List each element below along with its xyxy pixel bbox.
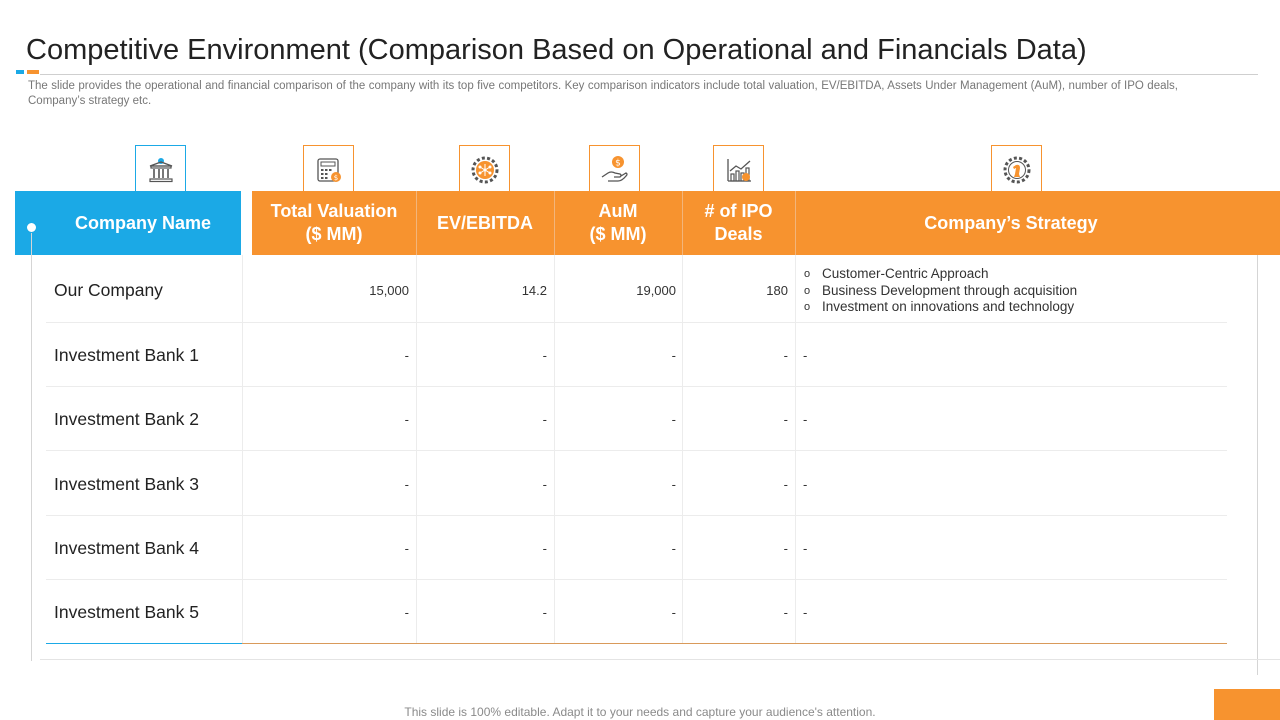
strategy-cell: -: [803, 540, 808, 556]
column-divider: [795, 255, 796, 643]
header-separator: [682, 191, 683, 255]
header-aum: AuM ($ MM): [589, 201, 647, 244]
valuation-cell: -: [404, 476, 409, 492]
valuation-cell: -: [404, 540, 409, 556]
growth-chart-icon: [713, 145, 764, 194]
aum-cell: 19,000: [636, 282, 676, 298]
ev-ebitda-cell: -: [542, 476, 547, 492]
header-company-bg: [15, 191, 241, 255]
valuation-cell: -: [404, 411, 409, 427]
slide-subtitle: The slide provides the operational and f…: [28, 80, 1178, 107]
right-guide-line: [1257, 255, 1258, 675]
bullet-icon: o: [804, 268, 811, 280]
ipo-deals-cell: -: [783, 604, 788, 620]
strategy-cell: -: [803, 604, 808, 620]
row-divider: [46, 579, 1227, 580]
strategy-item: Business Development through acquisition: [822, 282, 1078, 298]
strategy-item: Investment on innovations and technology: [822, 299, 1075, 314]
strategy-cell: -: [803, 476, 808, 492]
svg-text:$: $: [615, 158, 621, 168]
ipo-deals-cell: -: [783, 540, 788, 556]
company-name-cell: Investment Bank 3: [54, 473, 199, 494]
svg-text:$: $: [333, 174, 337, 182]
strategy-list: o Customer-Centric Approach o Business Dev…: [804, 266, 1077, 316]
company-name-cell: Our Company: [54, 279, 163, 300]
strategy-cell: -: [803, 411, 808, 427]
aum-cell: -: [671, 540, 676, 556]
valuation-cell: -: [404, 347, 409, 363]
ipo-deals-cell: -: [783, 411, 788, 427]
header-company-name: Company Name: [74, 212, 212, 233]
ev-ebitda-cell: -: [542, 347, 547, 363]
header-strategy: Company’s Strategy: [924, 212, 1098, 233]
title-divider: [40, 74, 1258, 75]
header-ev-ebitda: EV/EBITDA: [436, 212, 533, 233]
company-name-cell: Investment Bank 4: [54, 537, 199, 558]
ipo-deals-cell: -: [783, 347, 788, 363]
title-accent-blue: [16, 70, 24, 74]
aum-cell: -: [671, 411, 676, 427]
slide-title: Competitive Environment (Comparison Base…: [26, 34, 1087, 66]
strategy-item: Customer-Centric Approach: [822, 266, 989, 281]
ipo-deals-cell: -: [783, 476, 788, 492]
header-metrics-bg: [252, 191, 1280, 255]
slide-footer-note: This slide is 100% editable. Adapt it to…: [404, 705, 876, 719]
ev-ebitda-cell: -: [542, 411, 547, 427]
company-name-cell: Investment Bank 1: [54, 344, 199, 365]
gear-chess-icon: [991, 145, 1042, 194]
calculator-icon: $: [303, 145, 354, 194]
strategy-cell: -: [803, 347, 808, 363]
left-guide-dot: [26, 222, 37, 233]
header-ipo-deals: # of IPO Deals: [704, 201, 773, 244]
header-total-valuation: Total Valuation ($ MM): [270, 201, 398, 244]
ev-ebitda-cell: -: [542, 604, 547, 620]
column-divider: [682, 255, 683, 643]
ev-ebitda-cell: 14.2: [521, 282, 547, 298]
list-item: o Investment on innovations and technolog…: [804, 299, 1077, 316]
list-item: o Business Development through acquisitio…: [804, 283, 1077, 300]
table-bottom-rule-blue: [46, 643, 242, 644]
title-accent-orange: [27, 70, 39, 74]
left-guide-line: [31, 227, 32, 661]
money-hand-icon: $: [589, 145, 640, 194]
header-separator: [416, 191, 417, 255]
column-divider: [554, 255, 555, 643]
corner-accent: [1214, 689, 1280, 720]
ev-ebitda-cell: -: [542, 540, 547, 556]
aum-cell: -: [671, 476, 676, 492]
gear-network-icon: [459, 145, 510, 194]
valuation-cell: 15,000: [369, 282, 409, 298]
table-shadow-line: [40, 659, 1280, 660]
ipo-deals-cell: 180: [766, 282, 788, 298]
bullet-icon: o: [804, 301, 811, 313]
bank-icon: [135, 145, 186, 194]
table-bottom-rule-orange: [242, 643, 1227, 644]
aum-cell: -: [671, 604, 676, 620]
column-divider: [416, 255, 417, 643]
row-divider: [46, 322, 1227, 323]
header-separator: [795, 191, 796, 255]
column-divider: [242, 255, 243, 643]
company-name-cell: Investment Bank 2: [54, 408, 199, 429]
list-item: o Customer-Centric Approach: [804, 266, 1077, 283]
bullet-icon: o: [804, 284, 811, 297]
aum-cell: -: [671, 347, 676, 363]
row-divider: [46, 386, 1227, 387]
company-name-cell: Investment Bank 5: [54, 601, 199, 622]
header-separator: [554, 191, 555, 255]
row-divider: [46, 450, 1227, 451]
row-divider: [46, 515, 1227, 516]
valuation-cell: -: [404, 604, 409, 620]
